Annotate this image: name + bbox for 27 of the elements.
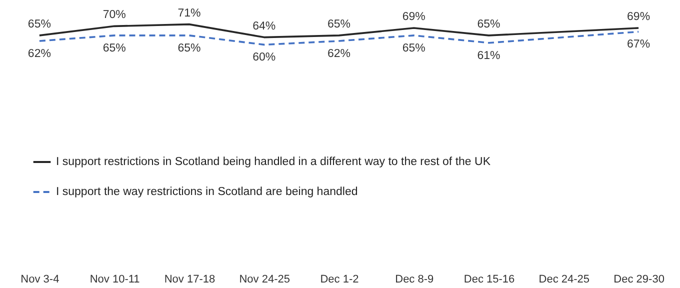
- legend-label: I support restrictions in Scotland being handled in a different way to the rest of the UK: [56, 156, 491, 168]
- data-label: 69%: [627, 11, 650, 24]
- x-tick-label: Dec 29-30: [614, 274, 664, 286]
- data-label: 69%: [402, 11, 426, 24]
- data-label: 65%: [477, 18, 500, 30]
- data-label: 65%: [327, 18, 351, 30]
- legend-label: I support the way restrictions in Scotland are being handled: [56, 186, 358, 198]
- data-label: 62%: [327, 48, 351, 60]
- data-label: 70%: [102, 9, 126, 22]
- data-label: 64%: [252, 20, 276, 32]
- x-tick-label: Nov 10-11: [90, 274, 140, 286]
- x-tick-label: Nov 24-25: [239, 274, 290, 286]
- data-label: 61%: [477, 50, 500, 62]
- data-label: 60%: [252, 52, 276, 64]
- data-label: 65%: [102, 42, 126, 54]
- x-tick-label: Dec 24-25: [538, 274, 590, 286]
- data-label: 71%: [178, 7, 201, 20]
- x-tick-label: Dec 1-2: [320, 274, 359, 286]
- x-tick-label: Dec 8-9: [395, 274, 434, 286]
- data-label: 67%: [627, 38, 650, 51]
- data-label: 62%: [28, 48, 51, 60]
- x-tick-label: Nov 17-18: [164, 274, 216, 286]
- x-tick-label: Nov 3-4: [20, 274, 60, 286]
- x-tick-label: Dec 15-16: [464, 274, 515, 286]
- data-label: 65%: [402, 42, 426, 54]
- data-label: 65%: [178, 42, 201, 54]
- data-label: 65%: [28, 18, 51, 30]
